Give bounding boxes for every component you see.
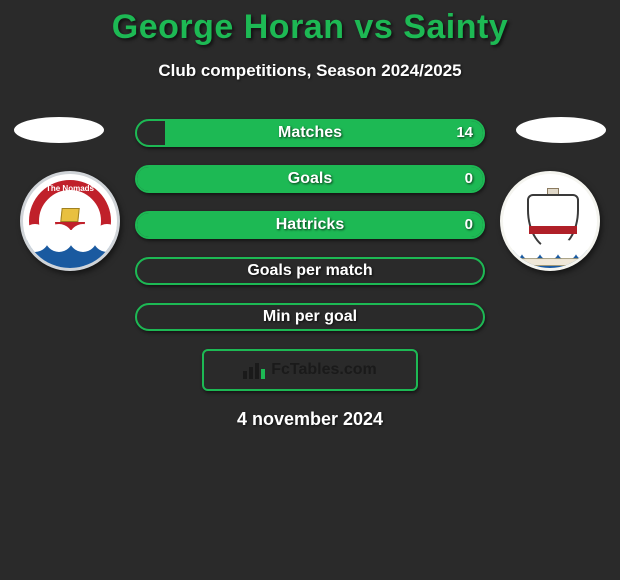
crest-left-ring-text: The Nomads — [23, 184, 117, 193]
subtitle: Club competitions, Season 2024/2025 — [0, 61, 620, 81]
stat-row: Hattricks0 — [135, 211, 485, 239]
club-crest-left: The Nomads — [20, 171, 120, 271]
page-title: George Horan vs Sainty — [0, 0, 620, 47]
club-crest-right — [500, 171, 600, 271]
stat-label: Hattricks — [137, 213, 483, 237]
stat-row: Goals per match — [135, 257, 485, 285]
stat-value-right: 0 — [465, 167, 473, 191]
stat-label: Matches — [137, 121, 483, 145]
stat-bars: Matches14Goals0Hattricks0Goals per match… — [135, 119, 485, 331]
bar-chart-icon — [243, 361, 265, 379]
stat-label: Goals per match — [137, 259, 483, 283]
comparison-arena: The Nomads Matches14Goals0Hattricks0Goal… — [0, 119, 620, 331]
stat-row: Goals0 — [135, 165, 485, 193]
stat-label: Goals — [137, 167, 483, 191]
stat-row: Matches14 — [135, 119, 485, 147]
stat-label: Min per goal — [137, 305, 483, 329]
stat-value-right: 0 — [465, 213, 473, 237]
stat-value-right: 14 — [456, 121, 473, 145]
stat-row: Min per goal — [135, 303, 485, 331]
oval-left — [14, 117, 104, 143]
brand-text: FcTables.com — [271, 361, 377, 379]
date-line: 4 november 2024 — [0, 409, 620, 430]
oval-right — [516, 117, 606, 143]
brand-badge: FcTables.com — [202, 349, 418, 391]
